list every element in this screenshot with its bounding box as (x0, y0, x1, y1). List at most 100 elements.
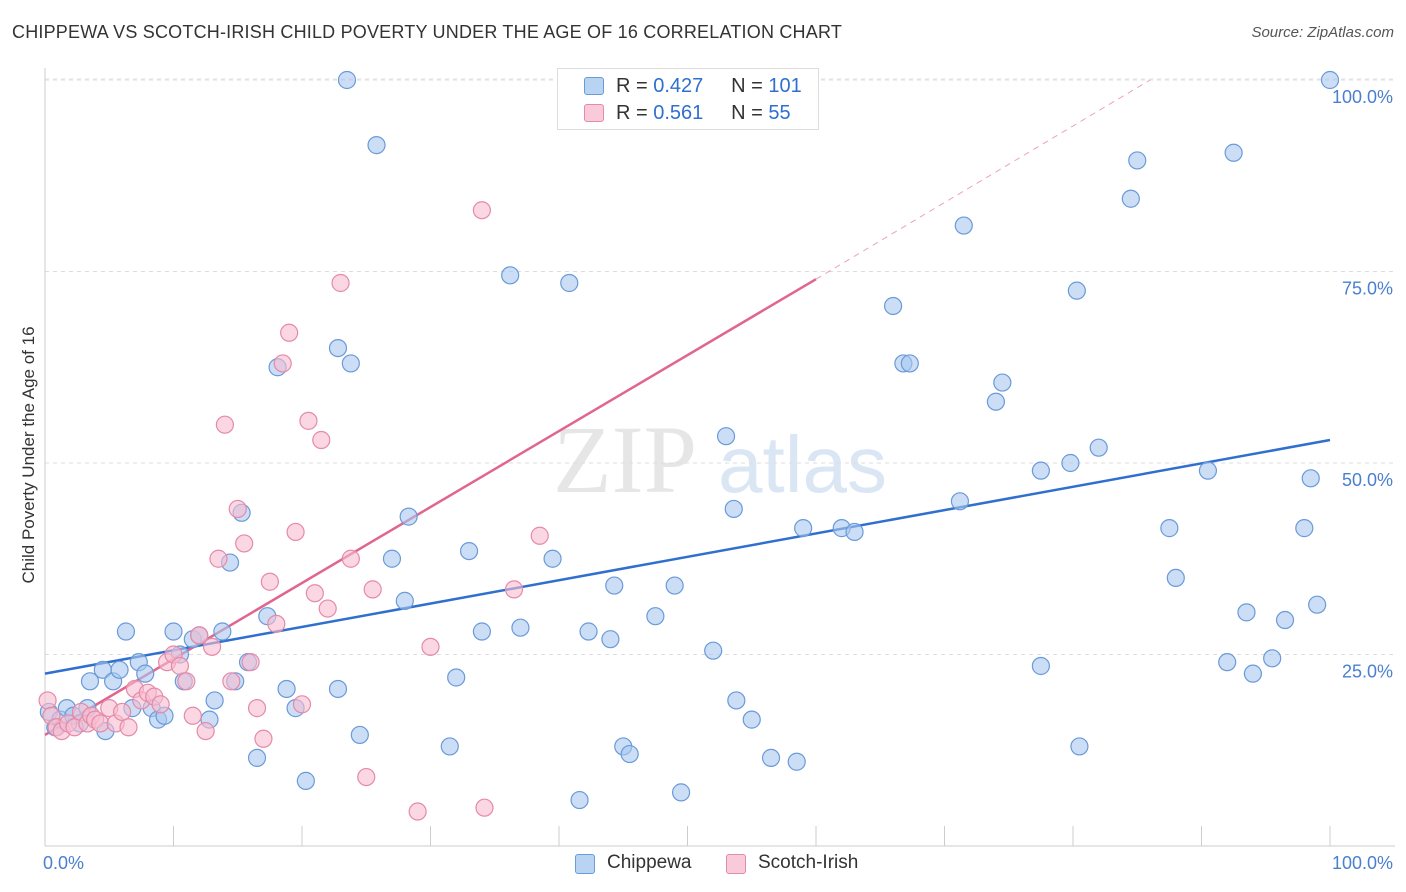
point-0-91 (1218, 653, 1237, 672)
point-1-38 (273, 354, 292, 373)
point-0-46 (440, 737, 459, 756)
point-0-60 (646, 607, 665, 626)
point-1-25 (190, 626, 209, 645)
point-1-37 (267, 614, 286, 633)
point-1-51 (421, 637, 440, 656)
point-0-77 (954, 216, 973, 235)
point-1-24 (183, 706, 202, 725)
point-0-98 (1301, 469, 1320, 488)
tick-labels: 25.0% 50.0% 75.0% 100.0% 0.0% 100.0% (43, 87, 1393, 873)
n-label: N = (731, 75, 763, 97)
point-0-80 (1031, 461, 1050, 480)
point-0-53 (560, 273, 579, 293)
y-tick-label-100: 100.0% (1332, 87, 1393, 107)
point-0-47 (447, 668, 466, 687)
point-1-35 (254, 729, 273, 748)
point-1-29 (215, 415, 234, 434)
point-0-72 (845, 522, 864, 542)
grid (45, 78, 1395, 655)
point-1-40 (286, 522, 305, 542)
point-0-95 (1263, 649, 1282, 668)
point-0-97 (1295, 519, 1314, 538)
point-1-23 (177, 672, 196, 691)
y-tick-label-25: 25.0% (1342, 662, 1393, 682)
point-0-62 (671, 783, 691, 802)
point-0-48 (459, 541, 479, 561)
point-0-67 (742, 710, 761, 729)
point-1-42 (299, 411, 318, 430)
n-label: N = (731, 102, 763, 124)
point-1-50 (408, 802, 427, 821)
point-0-50 (501, 266, 520, 285)
x-tick-label-min: 0.0% (43, 853, 84, 873)
point-1-19 (151, 695, 170, 714)
x-tick-label-max: 100.0% (1332, 853, 1393, 873)
point-1-32 (235, 534, 254, 553)
point-0-66 (727, 691, 746, 710)
scotch-irish-legend-label: Scotch-Irish (758, 852, 859, 873)
point-0-19 (164, 622, 183, 641)
point-1-10 (91, 714, 110, 733)
point-1-33 (241, 653, 260, 672)
point-0-65 (724, 499, 743, 519)
point-0-12 (116, 622, 136, 641)
point-1-44 (312, 430, 331, 450)
point-0-70 (794, 519, 813, 538)
point-1-53 (475, 798, 494, 817)
chippewa-r-value: 0.427 (653, 75, 704, 97)
watermark-zip: ZIP (553, 406, 697, 513)
point-1-46 (331, 273, 350, 293)
point-0-99 (1308, 595, 1327, 614)
point-0-25 (205, 691, 224, 710)
point-1-0 (38, 691, 57, 710)
y-tick-label-75: 75.0% (1342, 279, 1393, 299)
watermark-atlas: atlas (718, 420, 887, 509)
point-0-92 (1224, 143, 1243, 162)
point-1-34 (247, 699, 267, 718)
source-credit: Source: ZipAtlas.com (1251, 24, 1394, 41)
point-0-52 (543, 549, 562, 568)
point-0-79 (993, 373, 1012, 392)
point-0-34 (277, 679, 296, 699)
point-1-22 (170, 656, 190, 676)
point-0-84 (1070, 737, 1089, 756)
chart-title: CHIPPEWA VS SCOTCH-IRISH CHILD POVERTY U… (12, 22, 843, 42)
point-1-43 (305, 584, 324, 603)
scotch-irish-swatch (584, 104, 604, 122)
data-points (38, 70, 1340, 821)
point-1-27 (202, 637, 222, 656)
point-1-45 (318, 599, 337, 618)
point-0-78 (986, 392, 1006, 411)
point-0-94 (1243, 664, 1263, 683)
point-0-63 (704, 641, 723, 660)
point-0-38 (328, 679, 348, 699)
point-1-41 (292, 695, 312, 714)
y-tick-label-50: 50.0% (1342, 470, 1393, 490)
trend-extension-1 (815, 79, 1151, 280)
chippewa-legend-swatch (575, 854, 595, 874)
point-0-55 (579, 622, 598, 641)
scotch-irish-legend-swatch (726, 854, 746, 874)
r-label: R = (616, 102, 648, 124)
point-1-26 (196, 721, 215, 741)
trend-line-0 (44, 438, 1331, 675)
point-0-93 (1237, 603, 1256, 622)
point-0-40 (341, 354, 360, 373)
point-0-76 (950, 492, 970, 511)
chippewa-n-value: 101 (768, 75, 802, 97)
chippewa-legend-label: Chippewa (607, 852, 692, 873)
point-0-96 (1275, 610, 1295, 630)
point-0-59 (620, 744, 639, 764)
chippewa-swatch (584, 77, 604, 95)
point-0-39 (337, 70, 357, 90)
point-1-52 (472, 201, 491, 220)
point-0-64 (716, 427, 736, 446)
point-0-69 (787, 752, 806, 771)
point-0-45 (399, 507, 418, 526)
point-0-56 (601, 630, 620, 649)
point-1-28 (209, 549, 228, 568)
point-0-88 (1160, 519, 1179, 538)
scotch-irish-n-value: 55 (768, 102, 791, 124)
point-0-15 (136, 664, 155, 683)
point-0-100 (1320, 70, 1340, 90)
